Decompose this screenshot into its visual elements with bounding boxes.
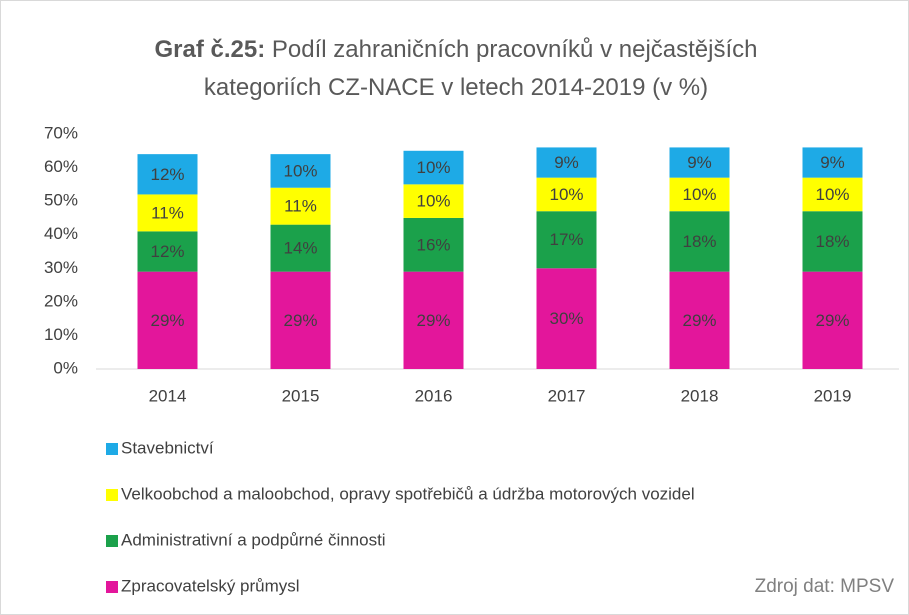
data-label: 14% (283, 239, 317, 258)
x-tick-label: 2018 (681, 386, 719, 405)
legend-swatch (106, 535, 118, 547)
data-label: 10% (815, 185, 849, 204)
data-label: 11% (151, 203, 184, 222)
bar-segment (536, 177, 597, 212)
data-label: 29% (150, 311, 184, 330)
bar-segment (802, 211, 863, 272)
legend-swatch (106, 489, 118, 501)
bar-segment (802, 177, 863, 212)
bar-segment (802, 271, 863, 369)
bar-segment (270, 271, 331, 369)
data-label: 18% (815, 232, 849, 251)
bar-segment (536, 147, 597, 178)
bar-segment (137, 231, 198, 272)
y-tick-label: 10% (44, 325, 78, 344)
bar-segment (536, 211, 597, 269)
x-tick-label: 2015 (282, 386, 320, 405)
title-text: Podíl zahraničních pracovníků v nejčastě… (203, 36, 758, 101)
title-label: Graf č.25: (154, 36, 266, 63)
y-tick-label: 20% (44, 291, 78, 310)
data-label: 18% (682, 232, 716, 251)
y-tick-label: 0% (53, 358, 78, 377)
bar-segment (536, 268, 597, 369)
bar-segment (270, 224, 331, 272)
bar-segment (669, 211, 730, 272)
data-label: 10% (549, 185, 583, 204)
x-tick-label: 2016 (415, 386, 453, 405)
data-label: 12% (150, 242, 184, 261)
data-label: 29% (682, 311, 716, 330)
y-tick-label: 70% (44, 123, 78, 142)
data-label: 10% (416, 158, 450, 177)
data-label: 9% (687, 153, 712, 172)
bar-segment (137, 271, 198, 369)
bar-segment (802, 147, 863, 178)
legend-label: Administrativní a podpůrné činnosti (121, 530, 386, 549)
bar-segment (137, 194, 198, 232)
bar-segment (669, 147, 730, 178)
data-label: 10% (682, 185, 716, 204)
data-label: 16% (416, 235, 450, 254)
legend-swatch (106, 443, 118, 455)
bar-segment (403, 150, 464, 185)
bar-segment (270, 154, 331, 188)
bar-segment (403, 271, 464, 369)
x-tick-label: 2014 (149, 386, 187, 405)
data-label: 17% (549, 230, 583, 249)
bar-segment (403, 217, 464, 272)
y-tick-label: 30% (44, 258, 78, 277)
source: Zdroj dat: MPSV (754, 576, 894, 597)
data-label: 30% (549, 309, 583, 328)
data-label: 10% (283, 161, 317, 180)
legend-label: Velkoobchod a maloobchod, opravy spotřeb… (121, 484, 695, 503)
data-label: 9% (554, 153, 579, 172)
bar-segment (669, 177, 730, 212)
data-label: 9% (820, 153, 845, 172)
legend-label: Zpracovatelský průmysl (121, 576, 300, 595)
data-label: 11% (284, 197, 317, 216)
x-tick-label: 2019 (814, 386, 852, 405)
legend-label: Stavebnictví (121, 438, 214, 457)
data-label: 29% (283, 311, 317, 330)
bar-segment (137, 154, 198, 195)
bar-segment (403, 184, 464, 218)
x-tick-label: 2017 (548, 386, 586, 405)
bar-segment (669, 271, 730, 369)
legend-swatch (106, 581, 118, 593)
bar-segment (270, 187, 331, 225)
y-tick-label: 50% (44, 191, 78, 210)
data-label: 10% (416, 192, 450, 211)
chart-title: Graf č.25: Podíl zahraničních pracovníků… (106, 31, 806, 107)
data-label: 29% (815, 311, 849, 330)
y-tick-label: 40% (44, 224, 78, 243)
data-label: 12% (150, 165, 184, 184)
y-tick-label: 60% (44, 157, 78, 176)
data-label: 29% (416, 311, 450, 330)
